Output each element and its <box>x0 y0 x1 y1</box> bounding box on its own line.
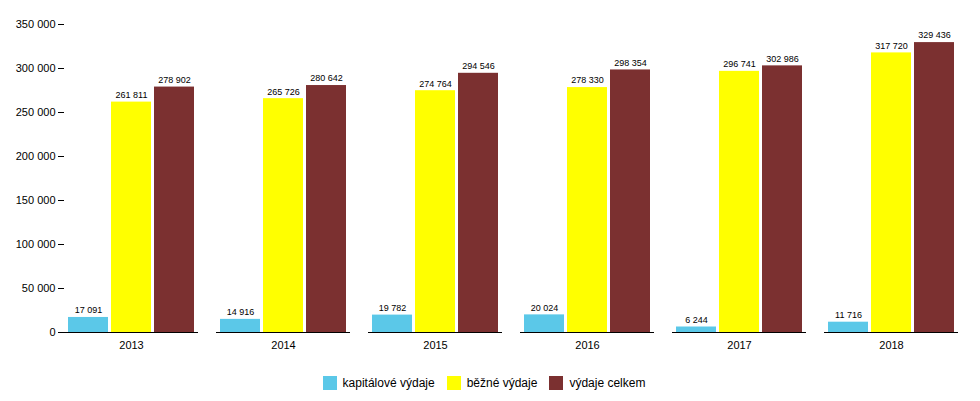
svg-text:278 330: 278 330 <box>571 75 604 85</box>
svg-text:2013: 2013 <box>119 339 143 351</box>
svg-text:20 024: 20 024 <box>531 303 559 313</box>
svg-text:19 782: 19 782 <box>379 303 407 313</box>
svg-text:265 726: 265 726 <box>267 87 300 97</box>
html-text:běžné výdaje: běžné výdaje <box>466 375 538 390</box>
svg-text:200 000: 200 000 <box>16 150 56 162</box>
svg-text:50 000: 50 000 <box>22 282 56 294</box>
svg-text:2016: 2016 <box>575 339 599 351</box>
svg-text:300 000: 300 000 <box>16 62 56 74</box>
svg-text:317 720: 317 720 <box>875 41 908 51</box>
svg-text:329 436: 329 436 <box>918 30 951 40</box>
svg-text:0: 0 <box>49 326 55 338</box>
svg-text:250 000: 250 000 <box>16 106 56 118</box>
svg-text:2017: 2017 <box>727 339 751 351</box>
svg-text:278 902: 278 902 <box>158 75 191 85</box>
svg-text:17 091: 17 091 <box>75 305 103 315</box>
svg-text:2018: 2018 <box>879 339 903 351</box>
svg-text:298 354: 298 354 <box>614 58 647 68</box>
svg-text:2015: 2015 <box>423 339 447 351</box>
svg-text:350 000: 350 000 <box>16 18 56 30</box>
html-text:kapitálové výdaje: kapitálové výdaje <box>342 375 435 390</box>
svg-text:302 986: 302 986 <box>766 54 799 64</box>
svg-text:6 244: 6 244 <box>685 315 708 325</box>
svg-text:280 642: 280 642 <box>310 73 343 83</box>
svg-text:100 000: 100 000 <box>16 238 56 250</box>
svg-text:274 764: 274 764 <box>419 79 452 89</box>
svg-text:150 000: 150 000 <box>16 194 56 206</box>
html-text:výdaje celkem: výdaje celkem <box>569 375 646 390</box>
svg-text:294 546: 294 546 <box>462 61 495 71</box>
svg-text:2014: 2014 <box>271 339 295 351</box>
svg-text:11 716: 11 716 <box>835 310 862 320</box>
svg-text:261 811: 261 811 <box>116 90 148 100</box>
svg-text:14 916: 14 916 <box>227 307 255 317</box>
svg-text:296 741: 296 741 <box>723 59 756 69</box>
